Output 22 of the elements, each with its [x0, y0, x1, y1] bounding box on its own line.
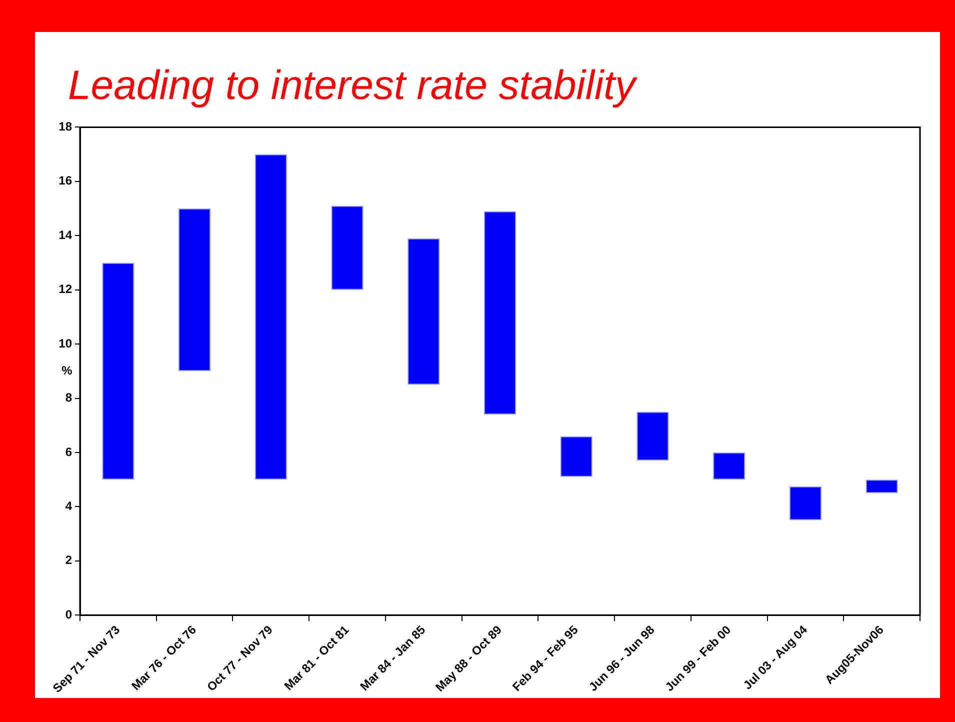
x-tick-label: May 88 - Oct 89 [432, 622, 505, 694]
y-axis-title: % [62, 363, 73, 378]
y-tick-label: 6 [65, 444, 72, 459]
y-tick-label: 16 [58, 174, 72, 188]
y-tick-label: 18 [58, 120, 72, 134]
x-tick-label: Mar 81 - Oct 81 [281, 622, 352, 694]
y-tick-label: 12 [58, 282, 72, 296]
x-tick-label: Sep 71 - Nov 73 [50, 622, 123, 696]
y-tick-label: 4 [65, 498, 72, 513]
x-tick-label: Jun 96 - Jun 98 [586, 622, 658, 694]
x-tick-label: Mar 84 - Jan 85 [357, 622, 428, 694]
y-tick-label: 14 [58, 228, 72, 242]
y-tick-label: 8 [65, 390, 72, 405]
x-tick-label: Oct 77 - Nov 79 [204, 622, 276, 694]
x-tick-label: Jun 99 - Feb 00 [662, 622, 734, 694]
chart-title: Leading to interest rate stability [68, 62, 636, 109]
y-tick-label: 0 [65, 607, 72, 622]
x-tick-label: Feb 94 - Feb 95 [510, 622, 582, 694]
y-tick-label: 10 [58, 336, 72, 350]
x-tick-label: Jul 03 - Aug 04 [740, 622, 810, 692]
x-tick-label: Mar 76 - Oct 76 [128, 622, 200, 694]
y-tick-label: 2 [65, 553, 72, 568]
